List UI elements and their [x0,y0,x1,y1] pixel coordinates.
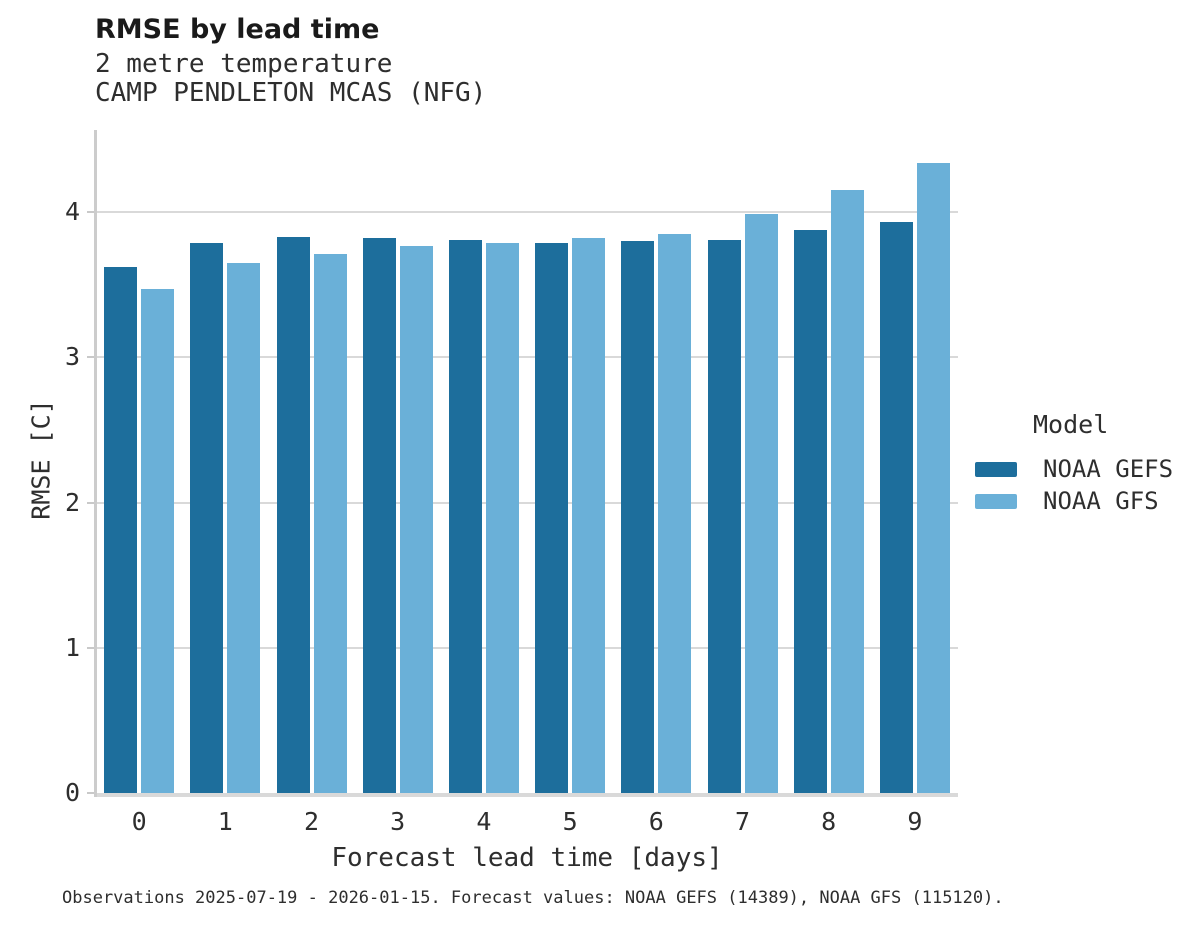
bar-noaa-gefs-day-0 [104,267,138,793]
x-axis-title: Forecast lead time [days] [331,843,723,873]
bar-noaa-gfs-day-4 [485,242,519,793]
bar-noaa-gfs-day-9 [916,162,950,793]
bar-noaa-gfs-day-3 [399,245,433,793]
chart-subtitle-station: CAMP PENDLETON MCAS (NFG) [95,78,487,108]
legend-title: Model [1033,410,1109,439]
bar-noaa-gfs-day-2 [313,254,347,793]
y-tick-1 [87,646,95,649]
legend-swatch-noaa-gfs-icon [975,493,1017,509]
y-tick-2 [87,501,95,504]
bar-noaa-gfs-day-6 [658,234,692,793]
legend-entry-noaa-gfs: NOAA GFS [975,485,1173,517]
legend-label-noaa-gfs: NOAA GFS [1043,487,1159,515]
y-tick-4 [87,211,95,214]
y-tick-3 [87,356,95,359]
bar-noaa-gefs-day-4 [448,239,482,793]
gridline-y-4 [96,211,958,214]
bar-noaa-gfs-day-0 [141,289,175,793]
gridline-y-2 [96,501,958,504]
bar-noaa-gfs-day-1 [227,263,261,793]
x-tick-label-6: 6 [648,807,664,836]
y-tick-label-1: 1 [64,632,80,662]
y-tick-label-0: 0 [64,778,80,807]
plot-area: 0 1 2 3 4 0 1 2 3 4 5 6 7 8 9 [65,128,958,836]
legend-label-noaa-gefs: NOAA GEFS [1043,455,1174,483]
bar-noaa-gefs-day-3 [362,238,396,793]
bar-noaa-gefs-day-8 [793,229,827,793]
bar-noaa-gefs-day-7 [707,239,741,793]
bar-noaa-gfs-day-8 [830,190,864,793]
legend-entry-noaa-gefs: NOAA GEFS [975,453,1173,485]
chart-title: RMSE by lead time [95,14,380,45]
bar-noaa-gefs-day-9 [879,222,913,793]
bar-noaa-gfs-day-7 [744,213,778,793]
x-tick-label-4: 4 [476,807,492,836]
gridline-y-3 [96,356,958,359]
chart-subtitle-variable: 2 metre temperature [95,49,393,79]
bar-noaa-gefs-day-2 [276,236,310,793]
x-tick-label-1: 1 [217,807,233,836]
y-tick-label-4: 4 [64,197,80,227]
legend-swatch-noaa-gefs-icon [975,461,1017,477]
gridline-y-1 [96,646,958,649]
y-axis-line [94,130,97,797]
bar-noaa-gefs-day-5 [535,242,569,793]
x-tick-label-7: 7 [734,807,751,836]
legend: Model NOAA GEFS NOAA GFS [975,410,1173,517]
bar-noaa-gefs-day-6 [621,241,655,793]
x-tick-label-5: 5 [562,807,578,836]
y-tick-label-3: 3 [64,342,80,372]
x-axis-baseline [96,793,958,797]
bar-noaa-gefs-day-1 [190,242,224,793]
footer-caption: Observations 2025-07-19 - 2026-01-15. Fo… [62,888,1004,908]
y-tick-label-2: 2 [64,487,80,517]
bar-noaa-gfs-day-5 [572,238,606,793]
x-tick-label-3: 3 [390,807,406,836]
x-tick-label-0: 0 [131,807,147,836]
x-tick-label-9: 9 [907,807,923,836]
x-tick-label-8: 8 [821,807,837,836]
y-tick-0 [87,792,95,794]
x-tick-label-2: 2 [303,807,320,836]
